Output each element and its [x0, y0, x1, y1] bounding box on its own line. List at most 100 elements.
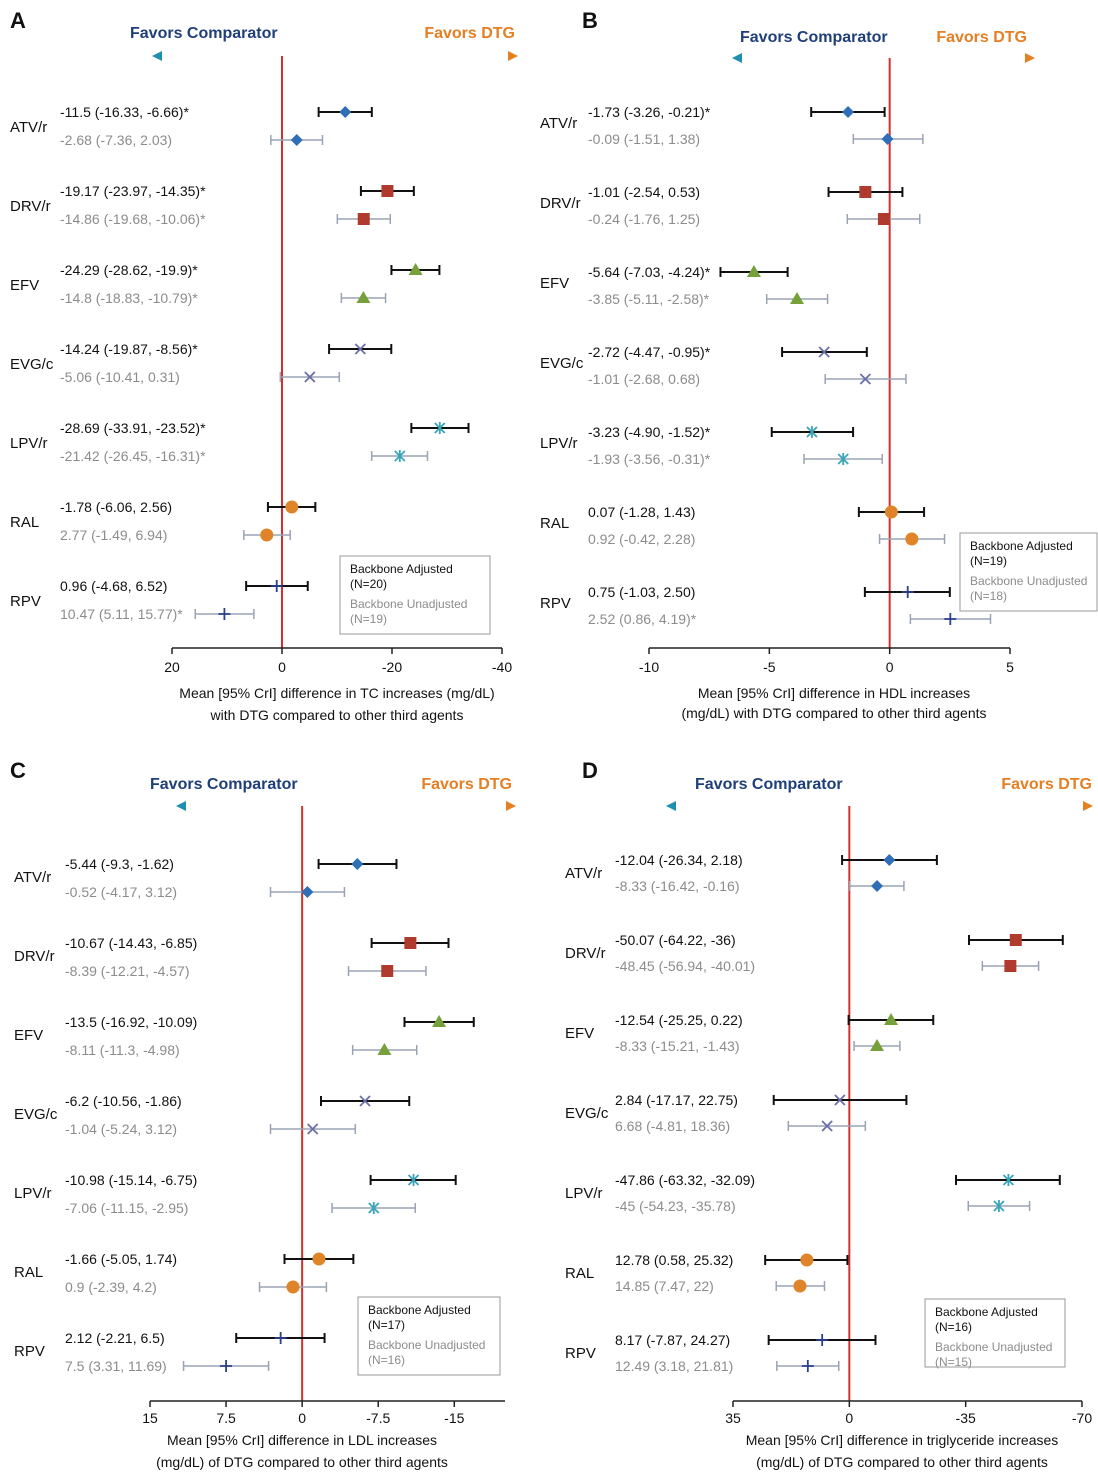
- row-rpv: RPV 8.17 (-7.87, 24.27) 12.49 (3.18, 21.81…: [565, 1332, 877, 1374]
- favors-dtg-label: Favors DTG: [936, 29, 1027, 46]
- adjusted-point-marker: [339, 106, 352, 118]
- unadjusted-estimate-label: -8.33 (-15.21, -1.43): [615, 1038, 740, 1054]
- panel-b: B Favors Comparator Favors DTG -10 -5 0 5 Mean …: [540, 8, 1098, 721]
- x-tick-label: -10: [639, 659, 659, 675]
- x-axis-label-line1: Mean [95% CrI] difference in HDL increas…: [698, 685, 970, 701]
- adjusted-estimate-label: -13.5 (-16.92, -10.09): [65, 1014, 197, 1030]
- adjusted-estimate-label: -3.23 (-4.90, -1.52)*: [588, 424, 711, 440]
- row-lpv-r: LPV/r -3.23 (-4.90, -1.52)* -1.93 (-3.56, …: [540, 424, 883, 467]
- legend-border: [339, 555, 491, 635]
- adjusted-point-marker: [381, 185, 394, 197]
- panel-letter: C: [10, 758, 26, 783]
- unadjusted-point-marker: [793, 1279, 807, 1293]
- unadjusted-estimate-label: -3.85 (-5.11, -2.58)*: [588, 291, 710, 307]
- legend-unadjusted-n: (N=16): [368, 1353, 405, 1367]
- legend-adjusted-n: (N=16): [935, 1320, 972, 1334]
- adjusted-estimate-label: -10.98 (-15.14, -6.75): [65, 1172, 197, 1188]
- adjusted-point-marker: [351, 858, 364, 870]
- row-drv-r: DRV/r -19.17 (-23.97, -14.35)* -14.86 (-19…: [10, 183, 415, 227]
- adjusted-estimate-label: -11.5 (-16.33, -6.66)*: [60, 104, 189, 120]
- adjusted-estimate-label: -47.86 (-63.32, -32.09): [615, 1172, 755, 1188]
- unadjusted-estimate-label: 10.47 (5.11, 15.77)*: [60, 606, 183, 622]
- x-tick-label: 0: [298, 1410, 306, 1426]
- legend-border: [924, 1298, 1066, 1368]
- x-tick-label: -15: [444, 1410, 464, 1426]
- unadjusted-point-marker: [993, 1200, 1005, 1212]
- panel-d: D Favors Comparator Favors DTG 35 0 -35 -70 Mea…: [565, 758, 1093, 1470]
- row-atv-r: ATV/r -5.44 (-9.3, -1.62) -0.52 (-4.17, 3.…: [14, 856, 398, 900]
- favors-comparator-label: Favors Comparator: [695, 776, 843, 793]
- unadjusted-point-marker: [381, 965, 394, 977]
- row-atv-r: ATV/r -12.04 (-26.34, 2.18) -8.33 (-16.42,…: [565, 852, 938, 894]
- x-tick-label: 35: [725, 1410, 741, 1426]
- unadjusted-estimate-label: 0.92 (-0.42, 2.28): [588, 531, 695, 547]
- legend-unadjusted-n: (N=18): [970, 589, 1007, 603]
- adjusted-estimate-label: -1.78 (-6.06, 2.56): [60, 499, 172, 515]
- drug-label: LPV/r: [10, 435, 48, 452]
- unadjusted-estimate-label: -7.06 (-11.15, -2.95): [65, 1200, 188, 1216]
- legend-adjusted-n: (N=20): [350, 577, 387, 591]
- unadjusted-point-marker: [377, 1043, 392, 1055]
- drug-label: RAL: [540, 515, 569, 532]
- adjusted-point-marker: [354, 343, 366, 355]
- adjusted-point-marker: [1009, 934, 1022, 946]
- adjusted-estimate-label: -5.64 (-7.03, -4.24)*: [588, 264, 711, 280]
- drug-label: EVG/c: [565, 1105, 609, 1122]
- adjusted-point-marker: [312, 1252, 326, 1266]
- row-atv-r: ATV/r -11.5 (-16.33, -6.66)* -2.68 (-7.36,…: [10, 104, 373, 148]
- row-drv-r: DRV/r -1.01 (-2.54, 0.53) -0.24 (-1.76, 1.…: [540, 184, 921, 227]
- x-tick-label: 0: [278, 659, 286, 675]
- adjusted-point-marker: [901, 586, 914, 598]
- legend-unadjusted-n: (N=15): [935, 1355, 972, 1369]
- arrow-left-head: [152, 51, 162, 61]
- row-lpv-r: LPV/r -47.86 (-63.32, -32.09) -45 (-54.23,…: [565, 1172, 1061, 1214]
- adjusted-point-marker: [746, 265, 761, 277]
- drug-label: EFV: [14, 1027, 43, 1044]
- adjusted-estimate-label: -1.73 (-3.26, -0.21)*: [588, 104, 711, 120]
- arrow-left-head: [176, 801, 186, 811]
- adjusted-point-marker: [407, 1174, 420, 1186]
- arrow-right-head: [508, 51, 518, 61]
- unadjusted-estimate-label: -21.42 (-26.45, -16.31)*: [60, 448, 206, 464]
- legend-unadjusted-label: Backbone Unadjusted: [935, 1340, 1052, 1354]
- drug-label: DRV/r: [540, 195, 581, 212]
- unadjusted-estimate-label: 14.85 (7.47, 22): [615, 1278, 714, 1294]
- unadjusted-estimate-label: -0.24 (-1.76, 1.25): [588, 211, 700, 227]
- unadjusted-estimate-label: -1.93 (-3.56, -0.31)*: [588, 451, 711, 467]
- adjusted-point-marker: [816, 1334, 829, 1346]
- x-tick-label: -7.5: [366, 1410, 390, 1426]
- drug-label: EVG/c: [14, 1106, 58, 1123]
- legend-box: Backbone Adjusted(N=19) Backbone Unadjust…: [959, 532, 1098, 612]
- unadjusted-point-marker: [944, 613, 957, 625]
- unadjusted-point-marker: [304, 371, 316, 383]
- x-tick-label: -70: [1072, 1410, 1092, 1426]
- unadjusted-point-marker: [881, 133, 894, 145]
- x-tick-label: -35: [956, 1410, 976, 1426]
- adjusted-estimate-label: 2.12 (-2.21, 6.5): [65, 1330, 165, 1346]
- drug-label: EFV: [565, 1025, 594, 1042]
- adjusted-estimate-label: -12.04 (-26.34, 2.18): [615, 852, 743, 868]
- favors-dtg-label: Favors DTG: [421, 776, 512, 793]
- favors-comparator-label: Favors Comparator: [740, 29, 888, 46]
- x-axis-label-line2: (mg/dL) of DTG compared to other third a…: [756, 1454, 1048, 1470]
- unadjusted-estimate-label: -2.68 (-7.36, 2.03): [60, 132, 172, 148]
- unadjusted-point-marker: [790, 292, 805, 304]
- unadjusted-point-marker: [394, 450, 406, 462]
- unadjusted-point-marker: [837, 453, 849, 465]
- row-ral: RAL 0.07 (-1.28, 1.43) 0.92 (-0.42, 2.28): [540, 504, 946, 547]
- unadjusted-estimate-label: 0.9 (-2.39, 4.2): [65, 1279, 157, 1295]
- drug-label: RAL: [10, 514, 39, 531]
- unadjusted-estimate-label: -14.8 (-18.83, -10.79)*: [60, 290, 198, 306]
- adjusted-estimate-label: -2.72 (-4.47, -0.95)*: [588, 344, 711, 360]
- legend-border: [357, 1296, 501, 1376]
- unadjusted-estimate-label: 6.68 (-4.81, 18.36): [615, 1118, 730, 1134]
- adjusted-point-marker: [270, 580, 283, 592]
- x-axis-label-line1: Mean [95% CrI] difference in triglycerid…: [746, 1432, 1059, 1448]
- adjusted-point-marker: [1002, 1174, 1015, 1186]
- unadjusted-point-marker: [301, 886, 314, 898]
- unadjusted-estimate-label: -1.04 (-5.24, 3.12): [65, 1121, 177, 1137]
- unadjusted-estimate-label: -0.09 (-1.51, 1.38): [588, 131, 700, 147]
- adjusted-estimate-label: -6.2 (-10.56, -1.86): [65, 1093, 182, 1109]
- favors-comparator-label: Favors Comparator: [130, 25, 278, 42]
